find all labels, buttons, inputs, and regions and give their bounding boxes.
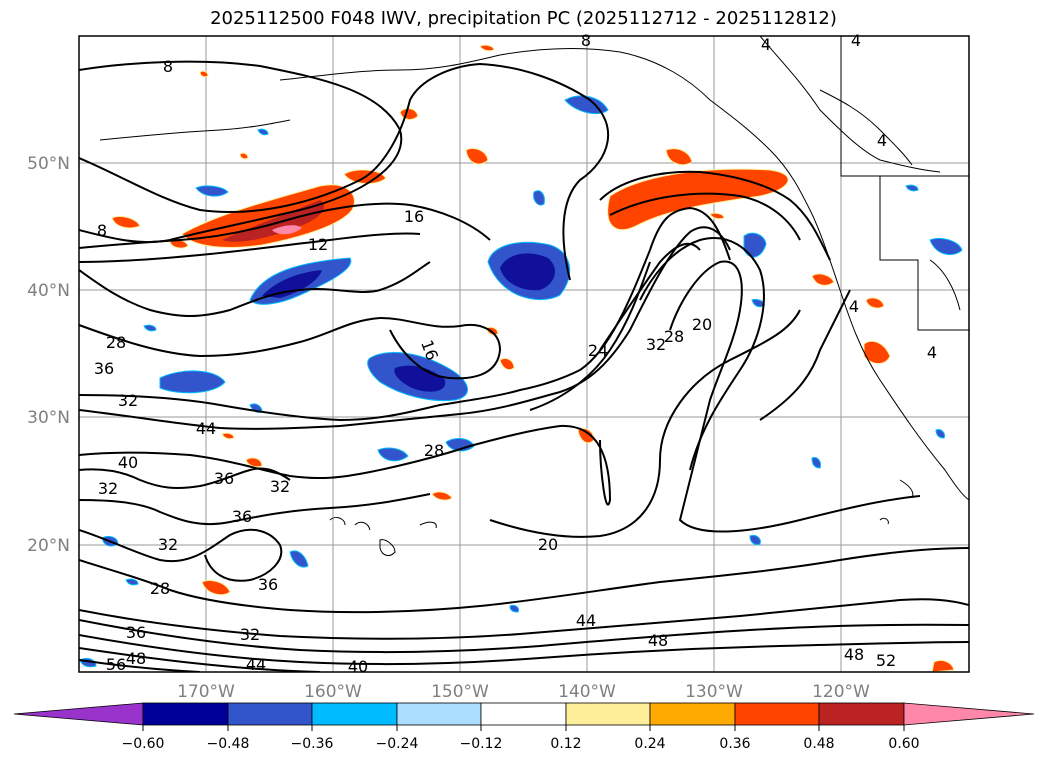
lat-label: 20°N <box>27 536 70 556</box>
lon-label: 160°W <box>304 682 362 702</box>
lon-label: 170°W <box>177 682 235 702</box>
colorbar-tick-label: −0.36 <box>291 736 334 752</box>
contour-label: 44 <box>576 611 596 630</box>
colorbar-tick-label: 0.36 <box>719 736 750 752</box>
lon-label: 150°W <box>431 682 489 702</box>
colorbar-tick-label: −0.12 <box>460 736 503 752</box>
lat-label: 30°N <box>27 408 70 428</box>
contour-label: 32 <box>118 391 138 410</box>
contour-label: 36 <box>126 623 146 642</box>
colorbar-segment <box>227 702 313 726</box>
colorbar-segment <box>311 702 398 726</box>
contour-label: 32 <box>240 625 260 644</box>
contour-label: 4 <box>761 35 771 54</box>
contour-label: 44 <box>246 655 266 674</box>
contour-label: 4 <box>927 343 937 362</box>
longitude-labels: 170°W 160°W 150°W 140°W 130°W 120°W <box>177 682 870 702</box>
contour-label: 16 <box>404 207 424 226</box>
colorbar-segment <box>396 702 482 726</box>
contour-label: 28 <box>150 579 170 598</box>
map-title: 2025112500 F048 IWV, precipitation PC (2… <box>210 8 837 29</box>
contour-label: 40 <box>118 453 138 472</box>
contour-label: 28 <box>424 441 444 460</box>
contour-label: 36 <box>258 575 278 594</box>
coastlines <box>99 36 969 556</box>
contour-label: 36 <box>94 359 114 378</box>
colorbar-tick-label: −0.24 <box>376 736 419 752</box>
map-frame <box>78 35 970 673</box>
contour-label: 32 <box>646 335 666 354</box>
lon-label: 140°W <box>558 682 616 702</box>
contour-label: 8 <box>97 221 107 240</box>
contour-label: 4 <box>851 31 861 50</box>
colorbar-segment <box>649 702 736 726</box>
contour-label: 8 <box>581 31 591 50</box>
colorbar-segment <box>734 702 820 726</box>
contour-labels: 8 8 8 4 4 4 4 4 12 16 16 24 32 28 20 28 … <box>94 31 937 676</box>
contour-label: 32 <box>158 535 178 554</box>
gridlines <box>79 36 969 672</box>
colorbar-tick-label: 0.24 <box>634 736 665 752</box>
colorbar <box>13 702 1035 726</box>
contour-label: 20 <box>692 315 712 334</box>
colorbar-tick-label: 0.12 <box>550 736 581 752</box>
contour-label: 44 <box>196 419 216 438</box>
colorbar-segment <box>565 702 651 726</box>
contour-label: 28 <box>664 327 684 346</box>
colorbar-ticks <box>142 725 905 731</box>
contour-label: 48 <box>844 645 864 664</box>
contour-label: 48 <box>126 649 146 668</box>
contour-label: 40 <box>348 657 368 676</box>
colorbar-tick-label: −0.60 <box>122 736 165 752</box>
lat-label: 50°N <box>27 154 70 174</box>
colorbar-segment <box>818 702 905 726</box>
colorbar-segment <box>13 702 144 726</box>
colorbar-labels: −0.60 −0.48 −0.36 −0.24 −0.12 0.12 0.24 … <box>122 736 920 752</box>
lat-label: 40°N <box>27 281 70 301</box>
contour-label: 8 <box>163 57 173 76</box>
contour-label: 28 <box>106 333 126 352</box>
colorbar-segment <box>903 702 1035 726</box>
colorbar-segment <box>480 702 567 726</box>
contour-label: 32 <box>270 477 290 496</box>
latitude-labels: 50°N 40°N 30°N 20°N <box>27 154 70 556</box>
lon-label: 120°W <box>812 682 870 702</box>
contour-label: 36 <box>232 507 252 526</box>
contour-label: 20 <box>538 535 558 554</box>
iwv-contours <box>79 60 969 672</box>
colorbar-tick-label: −0.48 <box>207 736 250 752</box>
contour-label: 52 <box>876 651 896 670</box>
contour-label: 48 <box>648 631 668 650</box>
contour-label: 4 <box>849 297 859 316</box>
contour-label: 36 <box>214 469 234 488</box>
colorbar-tick-label: 0.48 <box>803 736 834 752</box>
contour-label: 4 <box>877 131 887 150</box>
contour-label: 12 <box>308 235 328 254</box>
colorbar-segment <box>142 702 229 726</box>
lon-label: 130°W <box>685 682 743 702</box>
contour-label: 32 <box>98 479 118 498</box>
precip-negative-areas <box>79 95 963 668</box>
colorbar-tick-label: 0.60 <box>888 736 919 752</box>
contour-label: 24 <box>588 341 608 360</box>
map-frame-bg <box>79 36 969 672</box>
contour-label: 56 <box>106 655 126 674</box>
